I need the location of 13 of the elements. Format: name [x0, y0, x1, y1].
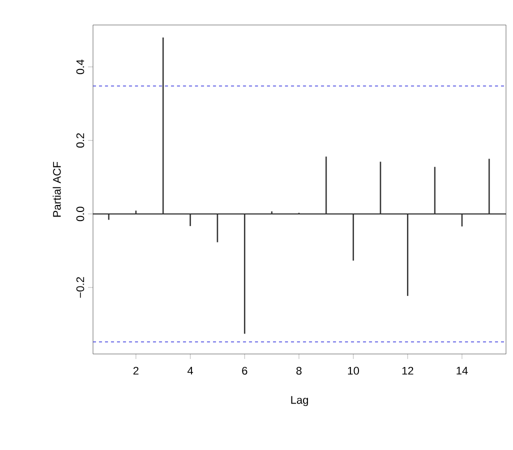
y-tick-label: 0.2 [76, 133, 84, 148]
x-tick-label: 4 [187, 366, 194, 374]
y-axis-title: Partial ACF [52, 162, 61, 217]
x-tick-label: 6 [242, 366, 248, 375]
y-tick-label: 0.0 [76, 206, 84, 222]
y-tick-label: −0.2 [76, 277, 84, 298]
x-axis-title: Lag [291, 396, 308, 406]
y-tick-label: 0.4 [76, 60, 84, 74]
x-tick-label: 14 [456, 366, 468, 374]
x-tick-label: 12 [402, 366, 414, 375]
x-tick-label: 2 [133, 366, 138, 375]
x-tick-label: 8 [296, 366, 302, 375]
x-tick-label: 10 [348, 366, 359, 375]
